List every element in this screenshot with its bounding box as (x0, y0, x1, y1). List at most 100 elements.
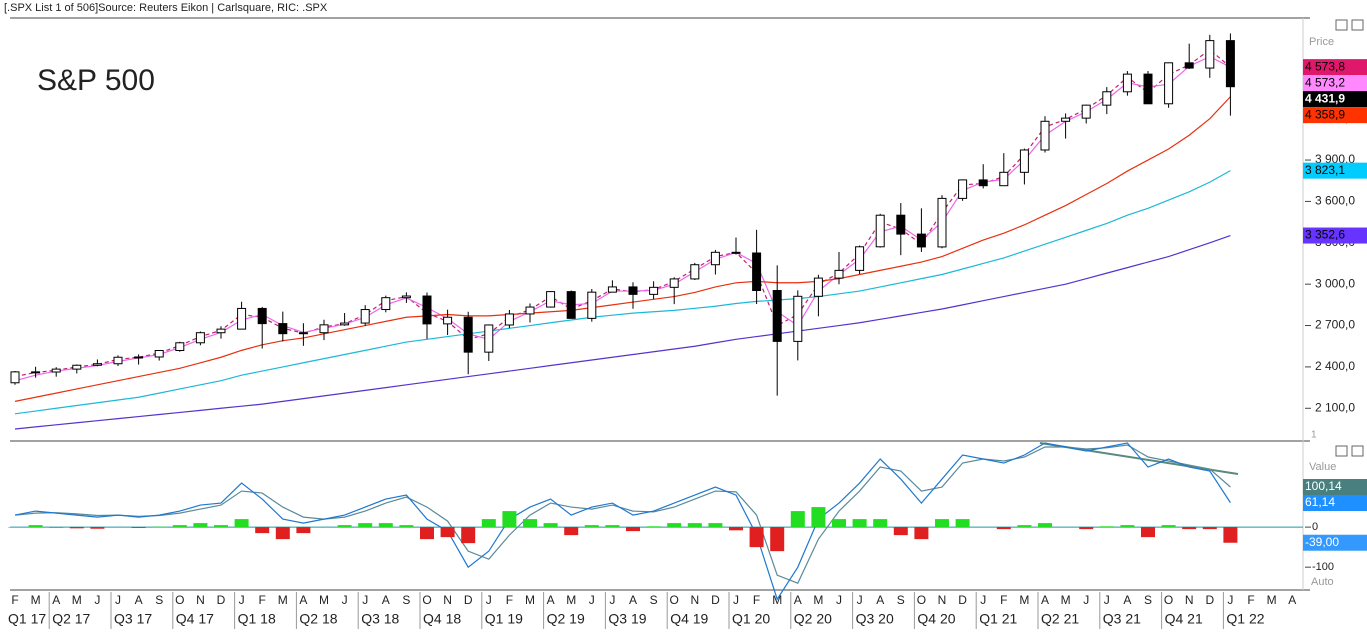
histogram-bar (852, 519, 867, 528)
histogram-bar (687, 523, 702, 528)
x-tick-label: A (299, 593, 307, 607)
x-tick-label: J (589, 593, 595, 607)
histogram-bar (523, 519, 537, 528)
histogram-bar (420, 527, 434, 540)
candle-body (607, 286, 617, 293)
x-tick-label: S (897, 593, 905, 607)
x-tick-label: J (486, 593, 492, 607)
x-tick-label: F (1000, 593, 1007, 607)
histogram-bar (996, 527, 1011, 530)
quarter-label: Q1 18 (238, 611, 276, 627)
x-tick-label: J (1227, 593, 1233, 607)
pane-icon[interactable] (1351, 445, 1364, 457)
pane-icon[interactable] (1351, 19, 1364, 31)
pane-icon[interactable] (1335, 19, 1348, 31)
x-tick-label: O (917, 593, 926, 607)
x-tick-label: J (239, 593, 245, 607)
candle-body (587, 291, 597, 319)
candle-body (504, 313, 514, 326)
x-tick-label: M (1019, 593, 1029, 607)
histogram-bar (914, 527, 929, 540)
candle-body (875, 214, 885, 248)
x-tick-label: M (525, 593, 535, 607)
scale-mode[interactable]: Auto (1311, 576, 1334, 588)
x-tick-label: A (382, 593, 390, 607)
histogram-bar (193, 523, 208, 528)
y-tick-label: 0 (1312, 521, 1318, 533)
histogram-bar (976, 527, 991, 528)
histogram-bar (481, 519, 496, 528)
x-tick-label: F (506, 593, 513, 607)
quarter-label: Q2 17 (52, 611, 90, 627)
x-tick-label: F (11, 593, 18, 607)
candle-body (525, 306, 535, 315)
candle-body (31, 371, 41, 374)
value-label: 3 352,6 (1305, 228, 1345, 242)
quarter-label: Q4 19 (670, 611, 708, 627)
candle-body (381, 297, 391, 311)
histogram-bar (28, 525, 43, 528)
histogram-bar (1017, 525, 1032, 528)
x-tick-label: J (980, 593, 986, 607)
candle-body (752, 252, 762, 292)
x-tick-label: J (94, 593, 100, 607)
x-tick-label: O (670, 593, 679, 607)
histogram-bar (49, 527, 64, 528)
candle-body (958, 179, 968, 199)
histogram-bar (8, 527, 22, 528)
histogram-bar (275, 527, 290, 540)
x-tick-label: F (753, 593, 760, 607)
candle-body (999, 171, 1009, 187)
candle-body (1205, 40, 1215, 69)
candle-body (855, 246, 865, 271)
axis-label: Value (1309, 461, 1336, 473)
histogram-bar (1223, 527, 1238, 543)
moving-average (14, 234, 1231, 430)
quarter-label: Q3 21 (1103, 611, 1141, 627)
x-tick-label: M (31, 593, 41, 607)
indicator-line (14, 442, 1231, 601)
y-tick-label: 2 400,0 (1315, 359, 1355, 373)
quarter-label: Q2 19 (547, 611, 585, 627)
histogram-bar (955, 519, 970, 528)
histogram-bar (440, 527, 455, 538)
x-tick-label: D (958, 593, 967, 607)
axis-label: Price (1309, 36, 1334, 48)
x-tick-label: S (402, 593, 410, 607)
value-label: 61,14 (1305, 495, 1335, 509)
histogram-bar (770, 527, 785, 552)
candle-body (1225, 40, 1235, 88)
candle-body (154, 349, 164, 358)
x-tick-label: A (547, 593, 555, 607)
histogram-bar (378, 523, 393, 528)
quarter-label: Q1 19 (485, 611, 523, 627)
histogram-bar (461, 527, 476, 544)
x-tick-label: A (1041, 593, 1049, 607)
histogram-bar (296, 527, 311, 534)
candle-body (1143, 73, 1153, 105)
candle-body (360, 309, 370, 324)
x-tick-label: J (609, 593, 615, 607)
histogram-bar (255, 527, 270, 534)
histogram-bar (584, 525, 599, 528)
y-tick-label: 2 100,0 (1315, 400, 1355, 414)
x-tick-label: D (464, 593, 473, 607)
candle-body (546, 291, 556, 308)
x-tick-label: O (175, 593, 184, 607)
histogram-bar (935, 519, 949, 528)
moving-average (14, 170, 1231, 415)
x-tick-label: D (1205, 593, 1214, 607)
candle-body (51, 368, 61, 373)
candle-body (1061, 117, 1071, 122)
value-label: 4 573,8 (1305, 59, 1345, 73)
candle-body (443, 316, 453, 325)
candle-body (298, 332, 308, 335)
pane-icon[interactable] (1335, 445, 1348, 457)
x-tick-label: O (422, 593, 431, 607)
candle-body (92, 363, 102, 366)
histogram-bar (317, 527, 331, 528)
x-tick-label: S (650, 593, 658, 607)
candle-body (278, 323, 288, 335)
candle-body (1081, 104, 1091, 119)
